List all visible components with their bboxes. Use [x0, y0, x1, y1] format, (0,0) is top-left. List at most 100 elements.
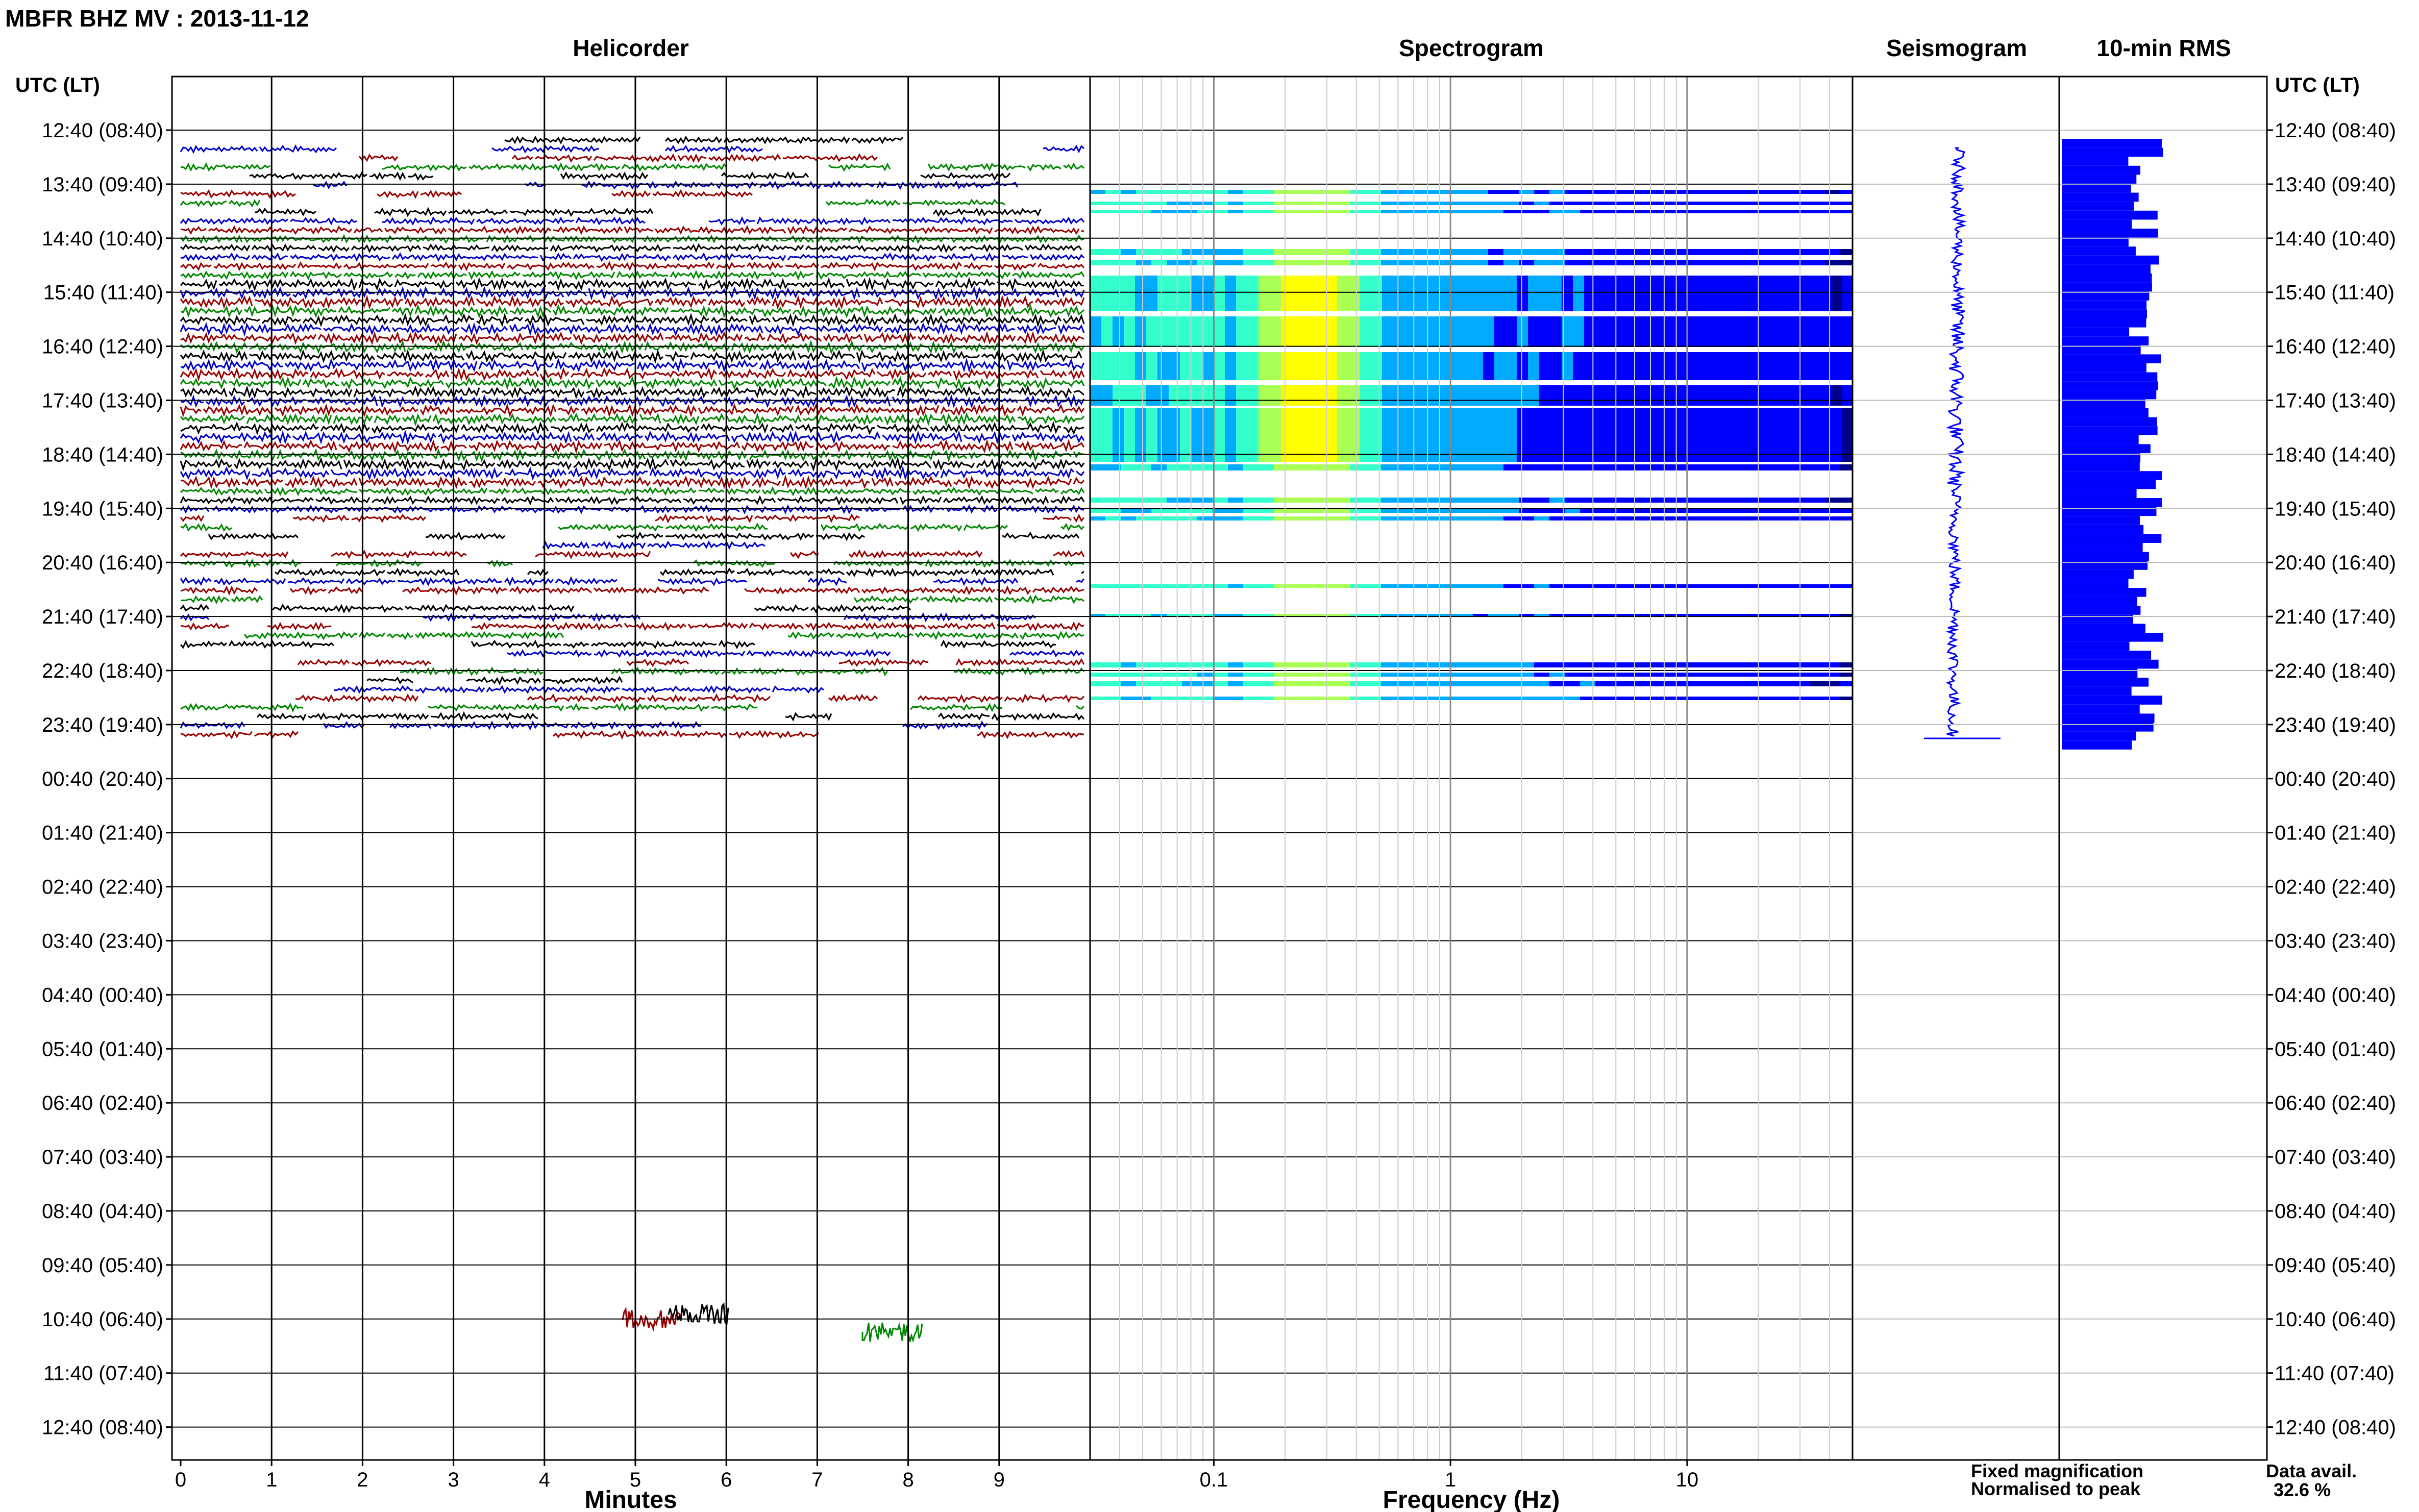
- spectrogram-cell: [1247, 316, 1259, 347]
- spectrogram-cell: [1696, 352, 1708, 380]
- spectrogram-cell: [1121, 508, 1137, 513]
- spectrogram-cell: [1427, 697, 1443, 700]
- spectrogram-cell: [1641, 464, 1657, 470]
- spectrogram-cell: [1320, 584, 1336, 588]
- spectrogram-cell: [1157, 316, 1169, 347]
- spectrogram-cell: [1741, 385, 1753, 406]
- spectrogram-cell: [1685, 408, 1697, 462]
- spectrogram-cell: [1794, 516, 1810, 520]
- spectrogram-cell: [1748, 662, 1764, 667]
- spectrogram-cell: [1105, 584, 1121, 588]
- y-tick-label-right: 23:40 (19:40): [2275, 714, 2396, 736]
- spectrogram-cell: [1396, 614, 1412, 616]
- spectrogram-cell: [1228, 249, 1244, 255]
- spectrogram-cell: [1315, 408, 1326, 462]
- spectrogram-cell: [1270, 276, 1281, 311]
- spectrogram-cell: [1350, 508, 1366, 513]
- spectrogram-cell: [1090, 681, 1106, 686]
- helicorder-trace: [333, 685, 824, 694]
- y-tick-label-left: 23:40 (19:40): [42, 714, 163, 736]
- spectrogram-cell: [1396, 516, 1412, 520]
- spectrogram-cell: [1243, 673, 1259, 677]
- spectrogram-cell: [1640, 316, 1652, 347]
- spectrogram-cell: [1197, 210, 1213, 213]
- spectrogram-cell: [1274, 662, 1290, 667]
- spectrogram-cell: [1748, 260, 1764, 265]
- spectrogram-cell: [1473, 508, 1489, 513]
- spectrogram-cell: [1412, 498, 1427, 503]
- spectrogram-cell: [1167, 210, 1182, 213]
- spectrogram-cell: [1840, 260, 1853, 265]
- helicorder-trace: [180, 234, 1084, 244]
- helicorder-trace: [180, 702, 1085, 713]
- spectrogram-cell: [1350, 260, 1366, 265]
- spectrogram-cell: [1472, 276, 1484, 311]
- spectrogram-cell: [1519, 662, 1535, 667]
- spectrogram-cell: [1427, 464, 1443, 470]
- spectrogram-cell: [1779, 508, 1795, 513]
- spectrogram-cell: [1503, 614, 1519, 616]
- rms-bar: [2062, 399, 2145, 408]
- spectrogram-cell: [1289, 516, 1305, 520]
- spectrogram-cell: [1197, 464, 1213, 470]
- spectrogram-cell: [1335, 662, 1351, 667]
- helicorder-trace: [180, 612, 1036, 623]
- helicorder-event: [668, 1302, 729, 1326]
- spectrogram-cell: [1748, 681, 1764, 686]
- spectrogram-cell: [1243, 681, 1259, 686]
- spectrogram-cell: [1214, 408, 1225, 462]
- spectrogram-cell: [1167, 662, 1182, 667]
- rms-bar: [2062, 534, 2162, 543]
- spectrogram-cell: [1696, 316, 1708, 347]
- spectrogram-cell: [1672, 508, 1688, 513]
- y-tick-label-right: 04:40 (00:40): [2275, 984, 2396, 1006]
- helicorder-trace: [504, 135, 904, 145]
- spectrogram-cell: [1151, 516, 1167, 520]
- spectrogram-cell: [1281, 385, 1293, 406]
- spectrogram-cell: [1718, 498, 1734, 503]
- spectrogram-cell: [1274, 260, 1290, 265]
- spectrogram-cell: [1687, 210, 1703, 213]
- spectrogram-cell: [1539, 316, 1551, 347]
- spectrogram-cell: [1825, 681, 1841, 686]
- spectrogram-cell: [1281, 408, 1293, 462]
- spectrogram-cell: [1696, 276, 1708, 311]
- y-tick-label-left: 16:40 (12:40): [42, 336, 163, 358]
- spectrogram-cell: [1289, 190, 1305, 194]
- spectrogram-cell: [1228, 210, 1244, 213]
- spectrogram-cell: [1382, 408, 1394, 462]
- spectrogram-cell: [1090, 249, 1106, 255]
- y-tick-label-right: 20:40 (16:40): [2275, 552, 2396, 574]
- x-tick-label: 6: [721, 1469, 732, 1491]
- spectrogram-cell: [1416, 385, 1427, 406]
- spectrogram-cell: [1549, 584, 1565, 588]
- spectrogram-cell: [1820, 352, 1832, 380]
- spectrogram-cell: [1534, 508, 1550, 513]
- spectrogram-cell: [1825, 508, 1841, 513]
- spectrogram-cell: [1641, 673, 1657, 677]
- spectrogram-cell: [1105, 662, 1121, 667]
- spectrogram-cell: [1611, 249, 1626, 255]
- spectrogram-cell: [1831, 352, 1843, 380]
- spectrogram-cell: [1825, 584, 1841, 588]
- spectrogram-cell: [1412, 662, 1427, 667]
- spectrogram-cell: [1393, 316, 1405, 347]
- spectrogram-cell: [1580, 508, 1596, 513]
- spectrogram-cell: [1090, 516, 1106, 520]
- spectrogram-cell: [1702, 508, 1718, 513]
- spectrogram-cell: [1584, 408, 1596, 462]
- spectrogram-cell: [1687, 584, 1703, 588]
- spectrogram-cell: [1685, 276, 1697, 311]
- spectrogram-cell: [1304, 190, 1320, 194]
- spectrogram-cell: [1534, 190, 1550, 194]
- spectrogram-cell: [1458, 697, 1473, 700]
- rms-bar: [2062, 516, 2140, 525]
- spectrogram-cell: [1718, 210, 1734, 213]
- spectrogram-cell: [1687, 673, 1703, 677]
- y-tick-label-right: 03:40 (23:40): [2275, 930, 2396, 953]
- spectrogram-cell: [1427, 673, 1443, 677]
- spectrogram-cell: [1607, 385, 1618, 406]
- helicorder-trace: [180, 549, 1085, 560]
- spectrogram-image: [1090, 190, 1853, 700]
- spectrogram-cell: [1764, 584, 1780, 588]
